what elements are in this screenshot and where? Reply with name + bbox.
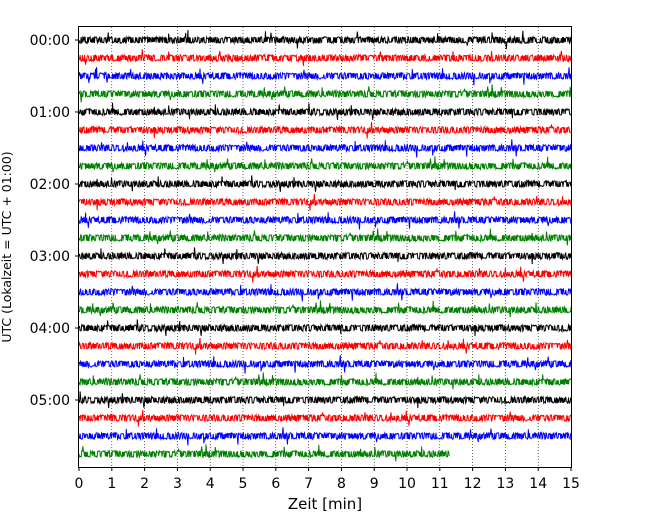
trace-0500 xyxy=(78,391,572,409)
trace-0400 xyxy=(78,319,572,337)
plot-frame xyxy=(78,26,572,468)
x-tick-label: 11 xyxy=(431,476,449,492)
trace-0545 xyxy=(78,444,451,462)
trace-0015 xyxy=(78,49,572,66)
trace-0045 xyxy=(78,84,572,103)
trace-0115 xyxy=(78,121,572,139)
trace-0030 xyxy=(78,67,572,86)
trace-0145 xyxy=(78,156,572,173)
trace-0200 xyxy=(78,175,572,193)
trace-0430 xyxy=(78,355,572,374)
x-tick-label: 13 xyxy=(496,476,514,492)
x-axis-label: Zeit [min] xyxy=(288,495,362,513)
x-tick-label: 6 xyxy=(271,476,280,492)
trace-layer xyxy=(78,30,572,462)
trace-0330 xyxy=(78,283,572,302)
x-tick-label: 3 xyxy=(173,476,182,492)
x-tick-label: 9 xyxy=(370,476,379,492)
y-tick-label: 01:00 xyxy=(30,105,70,121)
trace-0230 xyxy=(78,211,572,230)
y-axis-label: UTC (Lokalzeit = UTC + 01:00) xyxy=(0,151,14,342)
y-axis-ticks: 00:00 01:00 02:00 03:00 04:00 05:00 xyxy=(30,33,79,409)
x-tick-label: 14 xyxy=(529,476,547,492)
x-tick-label: 0 xyxy=(75,476,84,492)
x-tick-label: 4 xyxy=(206,476,215,492)
y-tick-label: 02:00 xyxy=(30,177,70,193)
trace-0300 xyxy=(78,247,572,265)
y-tick-label: 04:00 xyxy=(30,321,70,337)
y-tick-label: 00:00 xyxy=(30,33,70,49)
x-tick-label: 1 xyxy=(107,476,116,492)
trace-0515 xyxy=(78,409,572,427)
x-tick-label: 2 xyxy=(140,476,149,492)
trace-0000 xyxy=(78,30,572,50)
trace-0100 xyxy=(78,102,572,121)
x-tick-label: 5 xyxy=(239,476,248,492)
x-tick-label: 15 xyxy=(562,476,580,492)
trace-0445 xyxy=(78,372,572,390)
trace-0215 xyxy=(78,193,572,211)
trace-0530 xyxy=(78,427,572,446)
x-axis-ticks: 0 1 2 3 4 5 6 7 8 9 10 11 12 13 14 15 xyxy=(75,467,580,492)
x-tick-label: 12 xyxy=(464,476,482,492)
x-tick-label: 8 xyxy=(337,476,346,492)
trace-0315 xyxy=(78,265,572,283)
trace-0245 xyxy=(78,228,572,246)
y-tick-label: 05:00 xyxy=(30,393,70,409)
x-tick-label: 10 xyxy=(398,476,416,492)
x-tick-label: 7 xyxy=(304,476,313,492)
trace-0130 xyxy=(78,139,572,158)
trace-0345 xyxy=(78,300,572,318)
grid-lines xyxy=(111,27,539,467)
trace-0415 xyxy=(78,337,572,355)
y-tick-label: 03:00 xyxy=(30,249,70,265)
